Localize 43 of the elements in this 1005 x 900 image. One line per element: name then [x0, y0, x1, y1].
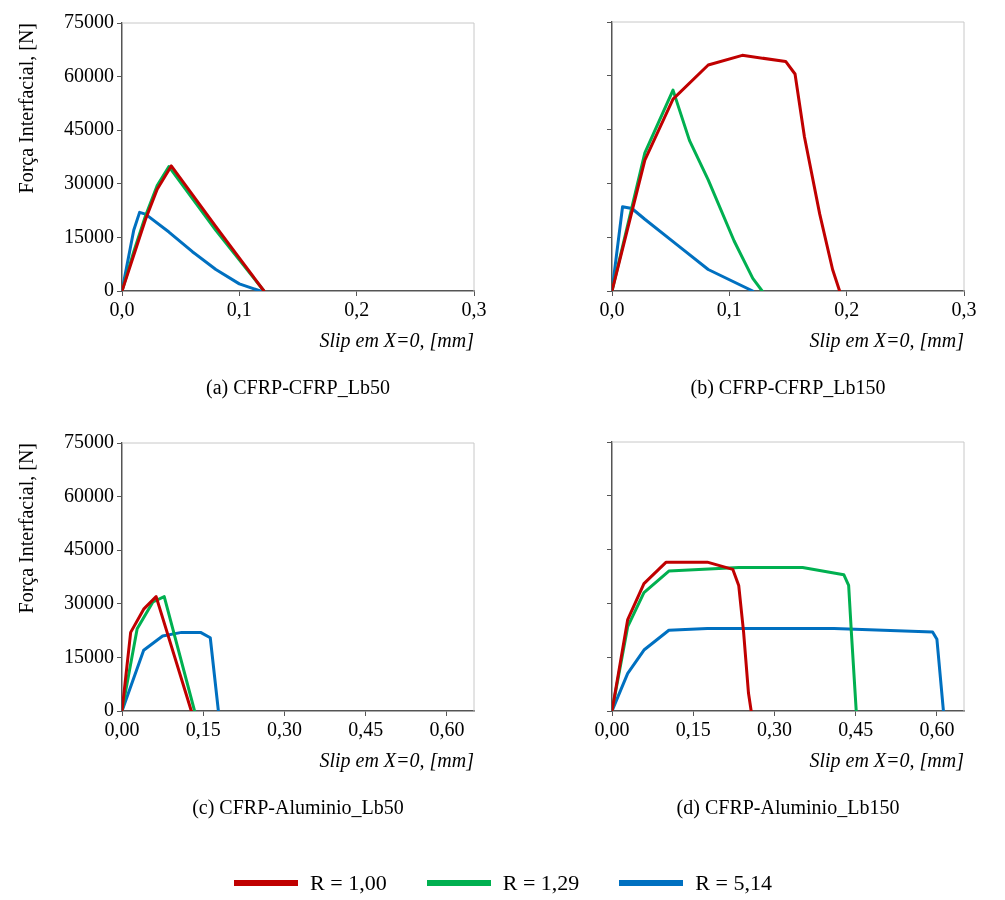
x-tick-label: 0,30	[756, 718, 792, 741]
x-tick-label: 0,1	[226, 298, 252, 321]
x-tick-label: 0,3	[951, 298, 977, 321]
y-tick-label: 75000	[64, 10, 114, 33]
x-axis-title: Slip em X=0, [mm]	[809, 749, 964, 773]
x-tick-label: 0,1	[716, 298, 742, 321]
y-tick-label: 15000	[64, 644, 114, 667]
y-axis-title: Força Interfacial, [N]	[15, 23, 39, 194]
text: (d) CFRP-Aluminio_Lb150	[675, 796, 901, 819]
x-axis-title: Slip em X=0, [mm]	[809, 329, 964, 353]
x-tick-label: 0,00	[104, 718, 140, 741]
x-tick-label: 0,3	[461, 298, 487, 321]
x-tick-label: 0,0	[109, 298, 135, 321]
x-axis-title: Slip em X=0, [mm]	[319, 329, 474, 353]
x-tick-label: 0,30	[266, 718, 302, 741]
y-tick-label: 0	[104, 698, 114, 721]
x-tick-label: 0,15	[675, 718, 711, 741]
text: (a) CFRP-CFRP_Lb50	[205, 376, 391, 399]
text: (c) CFRP-Aluminio_Lb50	[191, 796, 405, 819]
x-tick-label: 0,2	[344, 298, 370, 321]
x-tick-label: 0,2	[834, 298, 860, 321]
y-tick-label: 60000	[64, 483, 114, 506]
x-tick-label: 0,00	[594, 718, 630, 741]
x-tick-label: 0,60	[919, 718, 955, 741]
x-tick-label: 0,60	[429, 718, 465, 741]
y-tick-label: 30000	[64, 591, 114, 614]
y-tick-label: 45000	[64, 537, 114, 560]
legend-label: R = 1,00	[310, 870, 387, 896]
y-tick-label: 0	[104, 278, 114, 301]
y-tick-label: 45000	[64, 117, 114, 140]
y-tick-label: 15000	[64, 224, 114, 247]
legend-label: R = 1,29	[502, 870, 580, 896]
y-tick-label: 60000	[64, 63, 114, 86]
x-axis-title: Slip em X=0, [mm]	[319, 749, 474, 773]
x-tick-label: 0,45	[838, 718, 874, 741]
y-axis-title: Força Interfacial, [N]	[15, 443, 39, 614]
y-tick-label: 75000	[64, 430, 114, 453]
y-tick-label: 30000	[64, 171, 114, 194]
x-tick-label: 0,45	[348, 718, 384, 741]
x-tick-label: 0,0	[599, 298, 625, 321]
text: (b) CFRP-CFRP_Lb150	[689, 376, 887, 399]
x-tick-label: 0,15	[185, 718, 221, 741]
legend-label: R = 5,14	[695, 870, 772, 896]
